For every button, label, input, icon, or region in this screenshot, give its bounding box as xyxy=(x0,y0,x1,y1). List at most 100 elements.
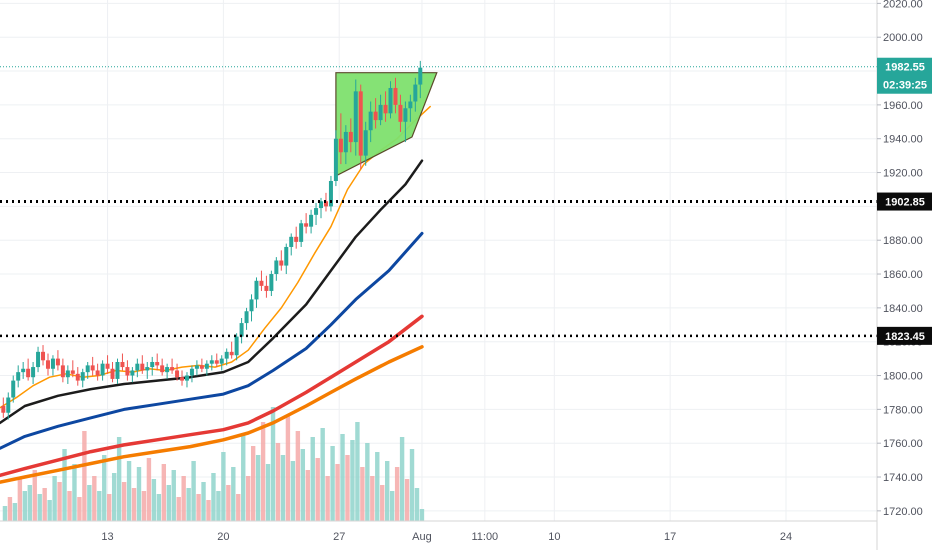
volume-bar xyxy=(315,458,320,521)
candle-body xyxy=(194,365,199,369)
volume-bar xyxy=(394,467,400,521)
candle-body xyxy=(21,368,26,373)
candle-body xyxy=(309,214,314,227)
volume-bar xyxy=(389,491,395,521)
candle-body xyxy=(279,260,284,266)
candle-body xyxy=(319,201,324,209)
volume-bar xyxy=(12,503,18,521)
volume-bar xyxy=(370,476,375,521)
candle-body xyxy=(95,370,100,376)
candle-body xyxy=(249,299,254,312)
candle-body xyxy=(234,336,239,356)
level-tag-label: 1823.45 xyxy=(885,331,925,343)
volume-bar xyxy=(136,467,142,521)
volume-bar xyxy=(300,449,306,521)
volume-bar xyxy=(27,485,32,521)
candle-body xyxy=(175,370,180,378)
y-tick-label: 1840.00 xyxy=(883,303,923,315)
x-tick-label: 11:00 xyxy=(471,531,498,543)
candle-body xyxy=(41,351,46,361)
candle-body xyxy=(184,375,189,381)
volume-bar xyxy=(107,494,112,521)
price-tags: 1902.85 1823.45 1982.55 02:39:25 xyxy=(877,57,932,345)
current-price-label: 1982.55 xyxy=(885,62,925,74)
candle-body xyxy=(80,372,85,381)
volume-bar xyxy=(265,464,271,521)
volume-bar xyxy=(52,476,57,521)
candle-body xyxy=(229,351,234,356)
volume-bar xyxy=(67,491,72,521)
candle-body xyxy=(26,368,31,378)
candle-body xyxy=(16,372,21,381)
volume-bar xyxy=(330,446,335,521)
volume-bar xyxy=(141,491,147,521)
y-tick-label: 1760.00 xyxy=(883,438,923,450)
candle-body xyxy=(314,208,319,215)
candle-body xyxy=(328,180,333,207)
candle-body xyxy=(398,104,403,122)
volume-bar xyxy=(340,434,345,521)
volume-bar xyxy=(255,455,261,521)
volume-bar xyxy=(236,494,241,521)
volume-bar xyxy=(196,494,201,521)
volume-bar xyxy=(92,476,97,521)
candlesticks xyxy=(1,60,423,420)
volume-bar xyxy=(57,482,62,521)
y-tick-label: 2020.00 xyxy=(883,0,923,10)
candle-body xyxy=(120,361,125,368)
candle-body xyxy=(323,201,328,207)
candle-body xyxy=(289,236,294,247)
volume-bar xyxy=(2,506,8,521)
moving-averages xyxy=(0,105,431,484)
candle-body xyxy=(284,246,289,266)
x-tick-label: 24 xyxy=(780,531,792,543)
x-tick-label: Aug xyxy=(412,531,432,543)
volume-bar xyxy=(310,437,315,521)
volume-bar xyxy=(211,473,216,521)
y-tick-label: 2000.00 xyxy=(883,32,923,44)
volume-bar xyxy=(246,476,251,521)
candle-body xyxy=(85,365,90,373)
candle-body xyxy=(348,131,353,143)
candle-body xyxy=(413,84,418,102)
candle-body xyxy=(383,104,388,114)
candle-body xyxy=(55,358,60,366)
volume-bar xyxy=(335,464,340,521)
volume-bar xyxy=(47,500,52,521)
candle-body xyxy=(11,380,16,398)
candle-body xyxy=(50,358,55,369)
candle-body xyxy=(6,397,11,413)
volume-bar xyxy=(37,494,42,521)
volume-bar xyxy=(241,434,246,521)
volume-bar xyxy=(385,461,390,521)
level-tag-label: 1902.85 xyxy=(885,197,925,209)
y-tick-label: 1780.00 xyxy=(883,404,923,416)
volume-bar xyxy=(77,497,82,521)
volume-bar xyxy=(399,437,405,521)
candle-body xyxy=(165,367,170,373)
candle-body xyxy=(45,360,50,369)
candle-body xyxy=(1,405,6,413)
volume-bar xyxy=(161,464,167,521)
candle-body xyxy=(214,360,219,364)
volume-bar xyxy=(181,476,186,521)
x-tick-label: 27 xyxy=(333,531,345,543)
candle-body xyxy=(170,367,175,371)
y-tick-label: 1960.00 xyxy=(883,100,923,112)
time-axis[interactable]: 13 20 27 Aug 11:00 10 17 24 xyxy=(0,520,877,543)
y-tick-label: 1920.00 xyxy=(883,168,923,180)
volume-bar xyxy=(216,491,221,521)
x-tick-label: 10 xyxy=(548,531,560,543)
candle-body xyxy=(31,367,36,378)
volume-bar xyxy=(22,491,28,521)
candle-body xyxy=(304,223,309,227)
candle-body xyxy=(358,91,363,156)
volume-bar xyxy=(404,479,410,521)
volume-bar xyxy=(280,455,286,521)
volume-bar xyxy=(42,488,47,521)
candle-body xyxy=(204,363,209,369)
candle-body xyxy=(418,67,423,85)
volume-bar xyxy=(350,440,355,521)
volume-bar xyxy=(345,455,350,521)
